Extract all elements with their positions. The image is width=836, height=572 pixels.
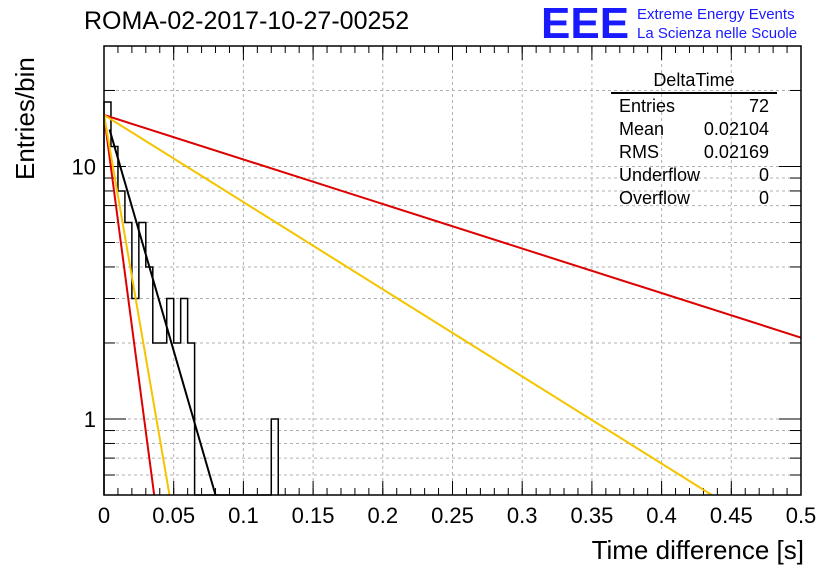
- y-tick-label: 1: [84, 407, 96, 432]
- stats-value: 0: [758, 188, 769, 208]
- x-tick-label: 0.5: [786, 503, 817, 528]
- x-tick-label: 0.3: [507, 503, 538, 528]
- stats-row: Entries 72: [611, 96, 777, 119]
- fit-line: [104, 114, 713, 495]
- x-axis-label: Time difference [s]: [591, 535, 804, 565]
- plot-frame: [103, 45, 802, 496]
- logo-line-2: La Scienza nelle Scuole: [637, 25, 798, 42]
- y-axis-label: Entries/bin: [10, 57, 40, 180]
- stats-value: 72: [748, 96, 769, 116]
- y-tick-label: 10: [72, 154, 96, 179]
- stats-value: 0.02169: [703, 142, 769, 162]
- stats-label: Underflow: [619, 165, 701, 185]
- stats-row: Mean 0.02104: [611, 119, 777, 142]
- x-tick-label: 0.25: [431, 503, 474, 528]
- chart-title: ROMA-02-2017-10-27-00252: [84, 7, 410, 35]
- stats-label: Entries: [619, 96, 676, 116]
- logo-line-1: Extreme Energy Events: [637, 6, 795, 23]
- stats-value: 0: [758, 165, 769, 185]
- x-tick-label: 0.15: [292, 503, 335, 528]
- plot-marks: [103, 101, 801, 496]
- x-tick-label: 0.35: [570, 503, 613, 528]
- x-tick-label: 0.4: [646, 503, 677, 528]
- stats-label: Overflow: [619, 188, 691, 208]
- grid: [104, 45, 801, 496]
- stats-label: RMS: [619, 142, 659, 162]
- stats-box: DeltaTime Entries 72 Mean 0.02104 RMS 0.021…: [611, 70, 777, 211]
- logo-caption: Extreme Energy Events La Scienza nelle S…: [637, 5, 797, 43]
- x-tick-label: 0.45: [710, 503, 753, 528]
- x-tick-label: 0: [98, 503, 110, 528]
- stats-label: Mean: [619, 119, 665, 139]
- stats-title: DeltaTime: [611, 70, 777, 94]
- x-tick-label: 0.05: [152, 503, 195, 528]
- fit-line: [104, 114, 171, 495]
- stats-row: Overflow 0: [611, 188, 777, 211]
- tick-labels: 0 0.05 0.1 0.15 0.2 0.25 0.3 0.35 0.4 0.45 0.5 1 10: [72, 154, 817, 528]
- stats-row: RMS 0.02169: [611, 142, 777, 165]
- x-tick-label: 0.2: [368, 503, 399, 528]
- fit-line: [104, 114, 156, 495]
- fit-line: [104, 113, 801, 339]
- x-tick-label: 0.1: [228, 503, 259, 528]
- eee-logo: EEE: [541, 0, 630, 48]
- fit-line: [108, 129, 217, 495]
- stats-value: 0.02104: [703, 119, 769, 139]
- stats-row: Underflow 0: [611, 165, 777, 188]
